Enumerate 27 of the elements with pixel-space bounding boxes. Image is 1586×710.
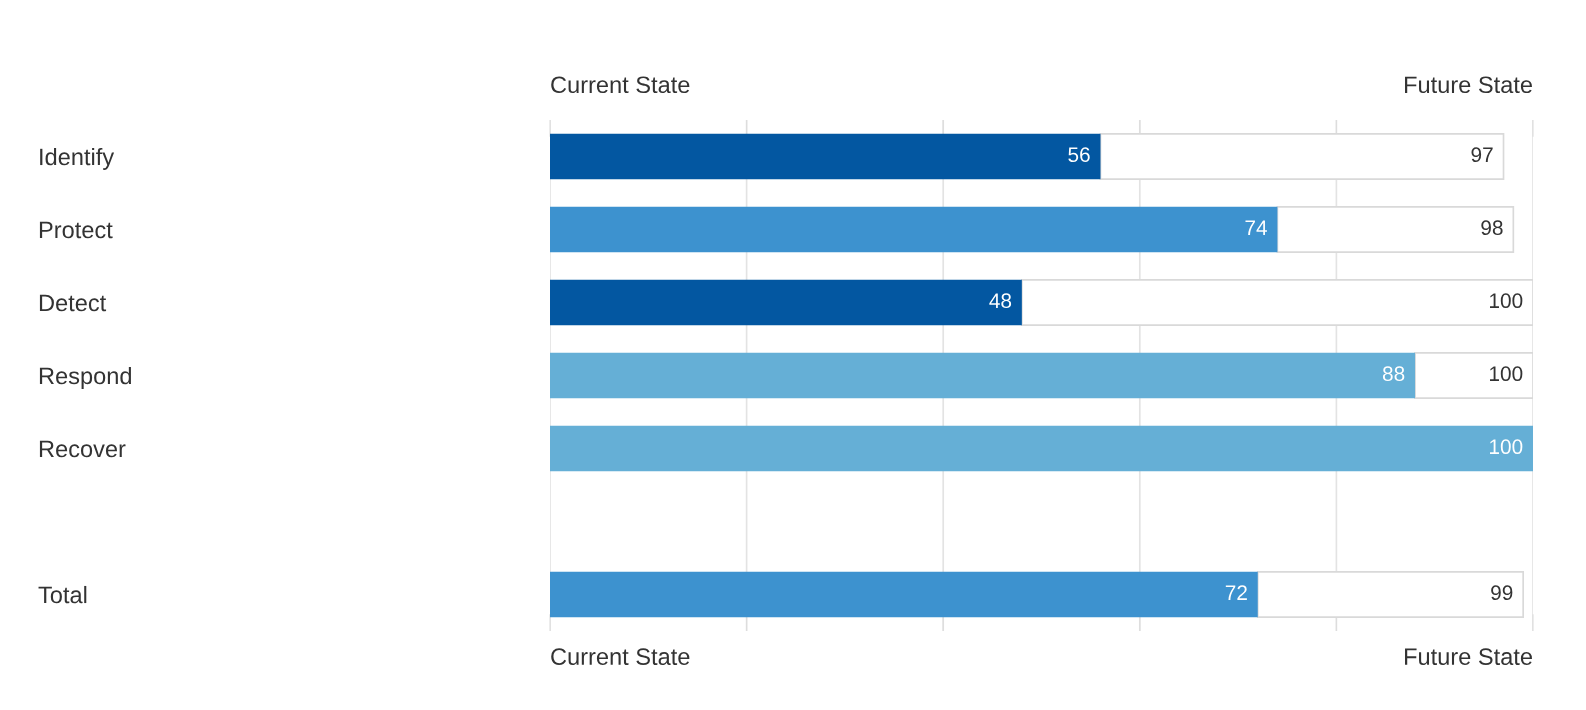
y-tick-label: Respond [39,366,131,389]
y-tick-label: Total [38,585,87,604]
y-tick-label: Recover [39,440,126,458]
text: Future State [1405,76,1532,94]
bar [550,133,1101,180]
bar [550,279,1022,326]
text: Current State [551,76,690,94]
data-label: 88 [1382,366,1405,382]
bar [550,206,1278,253]
data-label: 48 [989,293,1012,309]
bar [550,352,1416,399]
bar [550,571,1258,618]
text: Current State [551,648,690,666]
data-label: 74 [1245,220,1267,235]
total-label: 98 [1481,220,1503,236]
total-label: 97 [1471,147,1493,163]
y-tick-label: Protect [39,221,113,239]
total-label: 99 [1491,585,1513,601]
total-label: 100 [1490,293,1523,309]
y-tick-label: Identify [40,147,115,170]
data-label: 100 [1490,439,1523,455]
bar [550,425,1533,472]
data-label: 72 [1225,585,1247,600]
data-label: 56 [1068,147,1090,163]
y-tick-label: Detect [39,294,107,312]
text: Future State [1405,648,1532,666]
total-label: 100 [1490,366,1523,382]
